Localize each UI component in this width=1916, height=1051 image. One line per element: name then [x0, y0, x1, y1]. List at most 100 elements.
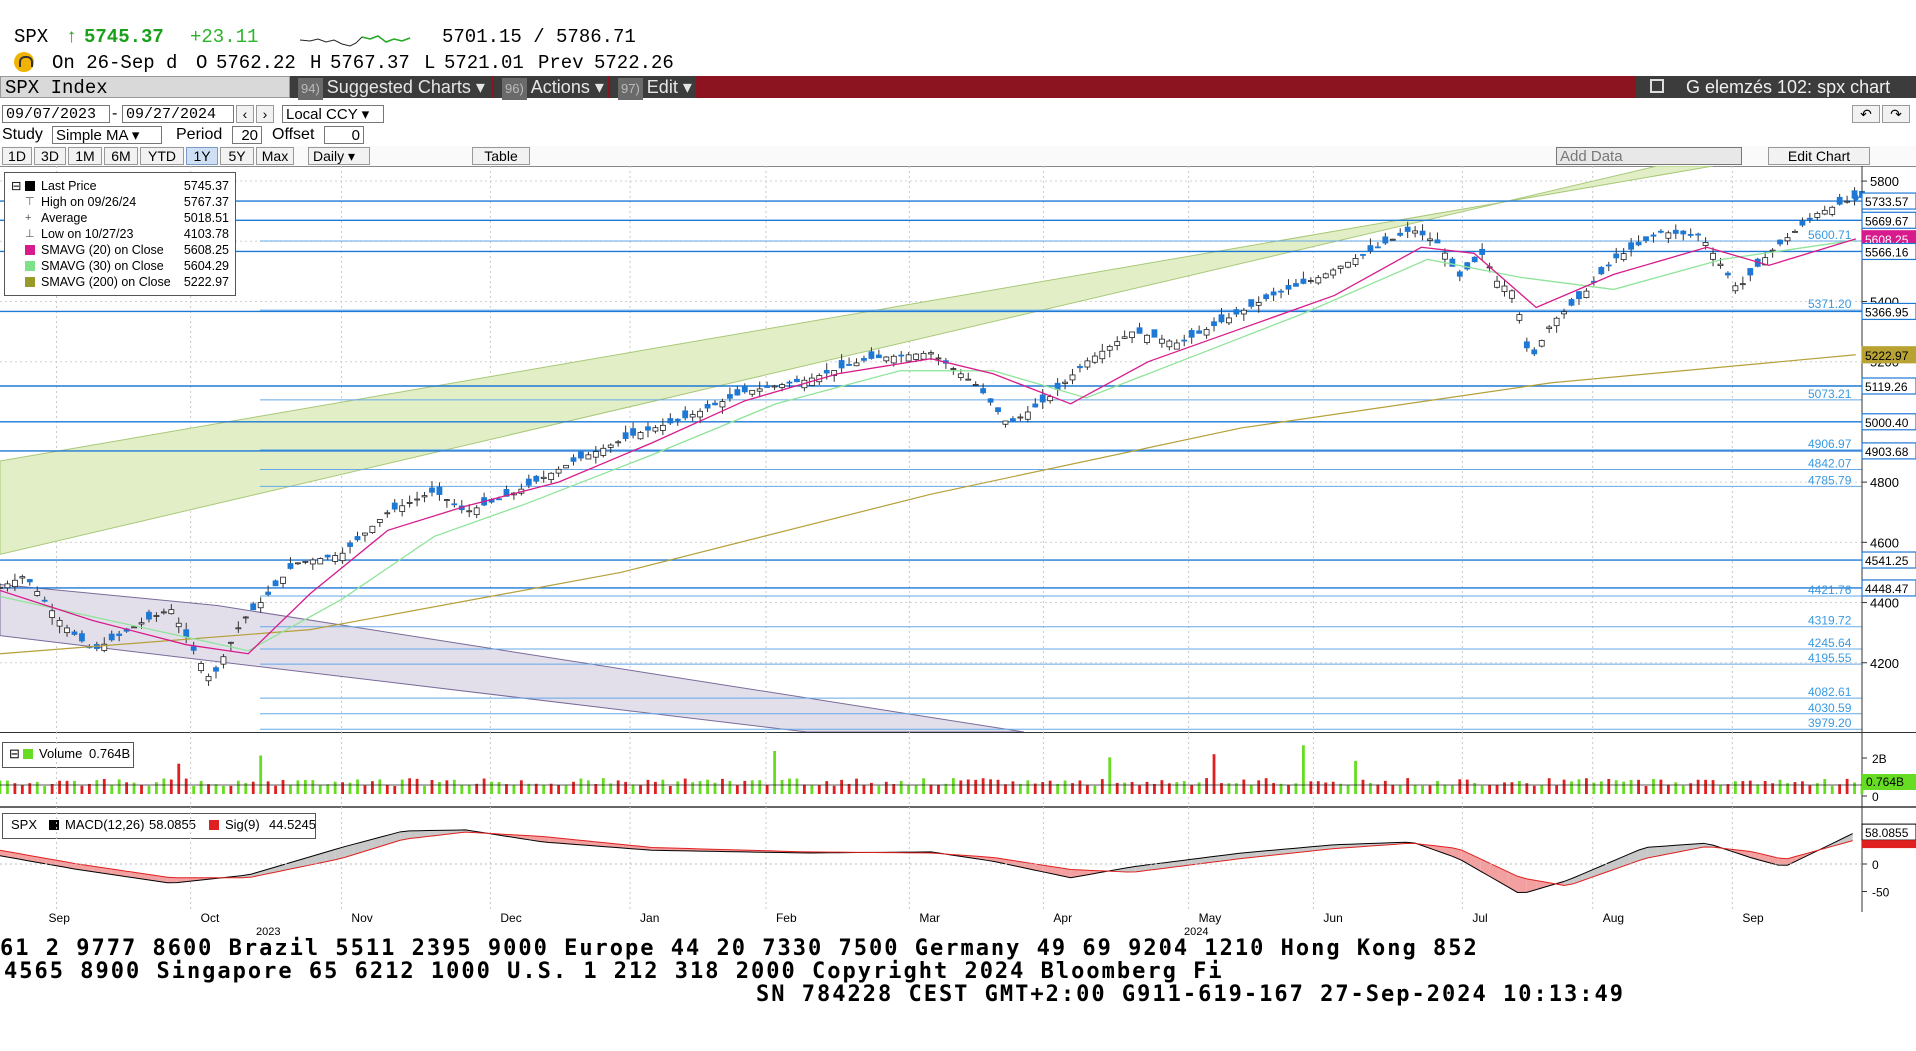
range-button-6m[interactable]: 6M	[104, 147, 138, 165]
chart-legend[interactable]: Last Price 5745.37 ⊟ ⊤ High on 09/26/24 5767.…	[4, 172, 236, 296]
volume-bar	[1115, 782, 1119, 794]
study-select[interactable]: Simple MA ▾	[52, 126, 162, 144]
candle-body	[1821, 209, 1828, 215]
volume-bar	[750, 780, 754, 794]
volume-bar	[482, 778, 486, 794]
start-date-input[interactable]: 09/07/2023	[2, 105, 110, 123]
candle-body	[347, 542, 353, 547]
prev-period-button[interactable]: ‹	[236, 105, 254, 123]
candle-body	[160, 611, 167, 614]
range-button-1m[interactable]: 1M	[68, 147, 102, 165]
month-label: Sep	[49, 911, 71, 925]
candle-body	[525, 478, 532, 486]
level-tag-text: 4903.68	[1865, 445, 1909, 459]
volume-bar	[13, 783, 17, 794]
downtrend-channel	[0, 583, 1025, 732]
volume-bar	[512, 784, 516, 794]
candle-body	[1166, 340, 1173, 348]
range-button-ytd[interactable]: YTD	[140, 147, 184, 165]
period-input[interactable]: 20	[232, 126, 262, 144]
candle-body	[674, 418, 681, 421]
macd-histogram-fill	[335, 846, 345, 860]
volume-bar	[1726, 784, 1730, 794]
security-field[interactable]: SPX Index	[0, 76, 290, 99]
legend-item[interactable]: + Average 5018.51	[11, 211, 233, 226]
add-data-input[interactable]: Add Data	[1556, 147, 1742, 165]
candle-body	[272, 580, 279, 587]
volume-bar	[1674, 782, 1678, 794]
candle-body	[168, 609, 175, 615]
candle-body	[257, 602, 264, 609]
range-button-1y[interactable]: 1Y	[186, 147, 218, 165]
frequency-value: Daily	[313, 148, 345, 164]
legend-value: 4103.78	[183, 227, 229, 241]
range-button-5y[interactable]: 5Y	[220, 147, 254, 165]
net-change: +23.11	[190, 26, 259, 48]
volume-bar	[1763, 781, 1767, 794]
alert-bell-icon[interactable]	[14, 52, 34, 72]
suggested-charts-menu[interactable]: 94) Suggested Charts ▾	[290, 76, 492, 100]
candle-body	[727, 394, 733, 399]
candle-body	[1397, 232, 1404, 236]
month-label: Apr	[1053, 911, 1072, 925]
volume-bar	[125, 782, 129, 794]
volume-bar	[236, 780, 240, 794]
currency-select[interactable]: Local CCY ▾	[282, 105, 384, 123]
candle-body	[846, 363, 852, 366]
edit-menu[interactable]: 97) Edit ▾	[610, 76, 696, 100]
undo-button[interactable]: ↶	[1852, 105, 1880, 123]
volume-bar	[1629, 779, 1633, 794]
table-button[interactable]: Table	[472, 147, 530, 165]
range-button-max[interactable]: Max	[256, 147, 294, 165]
volume-bar	[698, 781, 702, 794]
legend-item[interactable]: ⊥ Low on 10/27/23 4103.78	[11, 227, 233, 242]
legend-item[interactable]: Last Price 5745.37 ⊟	[11, 179, 233, 194]
volume-bar	[1234, 783, 1238, 794]
legend-name: Average	[41, 211, 88, 225]
open-external-icon	[1650, 79, 1664, 93]
frequency-select[interactable]: Daily ▾	[308, 147, 370, 165]
volume-name: Volume	[39, 746, 83, 761]
macd-histogram-fill	[279, 863, 289, 872]
candle-body	[391, 502, 398, 510]
volume-bar	[1249, 785, 1253, 794]
actions-menu[interactable]: 96) Actions ▾	[494, 76, 608, 100]
macd-histogram-fill	[391, 831, 401, 844]
macd-legend[interactable]: SPX MACD(12,26) 58.0855 Sig(9) 44.5245	[2, 813, 316, 839]
range-button-1d[interactable]: 1D	[2, 147, 32, 165]
candle-body	[1538, 340, 1545, 347]
chart-title-tab[interactable]: G elemzés 102: spx chart	[1636, 76, 1916, 98]
end-date-input[interactable]: 09/27/2024	[122, 105, 234, 123]
volume-bar	[229, 785, 233, 794]
volume-bar	[505, 784, 508, 794]
legend-item[interactable]: SMAVG (200) on Close 5222.97	[11, 275, 233, 290]
macd-tag-box	[1861, 823, 1916, 841]
legend-item[interactable]: SMAVG (20) on Close 5608.25	[11, 243, 233, 258]
legend-item[interactable]: ⊤ High on 09/26/24 5767.37	[11, 195, 233, 210]
volume-bar	[467, 784, 471, 794]
macd-histogram-fill	[158, 875, 168, 883]
candle-body	[1814, 213, 1821, 218]
offset-input[interactable]: 0	[324, 126, 364, 144]
legend-item[interactable]: SMAVG (30) on Close 5604.29	[11, 259, 233, 274]
macd-histogram-fill	[316, 852, 326, 864]
candle-body	[443, 499, 450, 501]
volume-bar	[1056, 783, 1060, 794]
y-tick-label: 0	[1872, 858, 1879, 872]
volume-bar	[1756, 784, 1760, 794]
macd-histogram-fill	[0, 850, 10, 858]
redo-button[interactable]: ↷	[1882, 105, 1910, 123]
y-tick-label: 0	[1872, 790, 1879, 804]
next-period-button[interactable]: ›	[256, 105, 274, 123]
candle-body	[1069, 374, 1076, 381]
macd-histogram-fill	[1182, 859, 1192, 866]
candle-body	[309, 559, 316, 565]
edit-chart-button[interactable]: Edit Chart	[1768, 147, 1870, 165]
price-chart[interactable]: 420044004600480050005200540056005800 573…	[0, 166, 1916, 732]
volume-bar	[929, 784, 933, 794]
range-button-3d[interactable]: 3D	[34, 147, 66, 165]
candle-body	[1672, 229, 1679, 234]
candle-body	[1695, 233, 1702, 236]
volume-legend[interactable]: ⊟ Volume 0.764B	[2, 742, 134, 768]
